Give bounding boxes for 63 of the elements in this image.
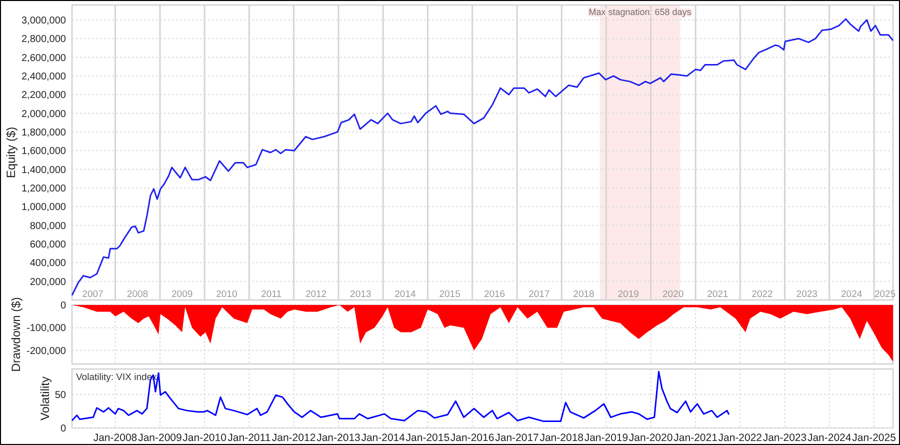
x-tick-label: 2019 bbox=[618, 289, 639, 300]
x-tick-label: Jan-2023 bbox=[762, 432, 807, 444]
y-tick-label: 2,200,000 bbox=[22, 90, 66, 102]
y-tick-label: 400,000 bbox=[30, 258, 66, 270]
y-tick-label: 2,000,000 bbox=[22, 108, 66, 120]
x-tick-label: 2020 bbox=[662, 289, 684, 300]
line-series bbox=[71, 370, 730, 422]
x-tick-label: 2024 bbox=[841, 289, 862, 300]
y-tick-label: -200,000 bbox=[26, 346, 66, 357]
y-tick-label: 600,000 bbox=[30, 239, 66, 250]
y-tick-label: -100,000 bbox=[26, 323, 66, 334]
x-tick-label: Jan-2019 bbox=[584, 432, 628, 444]
x-tick-label: Jan-2018 bbox=[540, 432, 584, 444]
x-tick-label: 2015 bbox=[439, 289, 460, 300]
y-tick-label: 1,600,000 bbox=[22, 146, 66, 158]
y-tick-label: 2,600,000 bbox=[22, 52, 66, 64]
x-tick-label: 2021 bbox=[707, 289, 728, 300]
y-tick-label: 0 bbox=[60, 424, 66, 434]
y-tick-label: 1,200,000 bbox=[22, 183, 66, 194]
x-tick-label: 2013 bbox=[350, 289, 372, 300]
x-tick-label: Jan-2021 bbox=[674, 432, 718, 444]
y-tick-label: 50 bbox=[54, 390, 66, 401]
x-tick-label: Jan-2016 bbox=[450, 432, 494, 444]
y-tick-label: 2,800,000 bbox=[22, 34, 66, 46]
x-tick-label: 2010 bbox=[216, 289, 238, 300]
x-tick-label: Jan-2025 bbox=[852, 432, 896, 444]
x-tick-label: Jan-2017 bbox=[495, 432, 540, 444]
x-tick-label: 2014 bbox=[394, 289, 416, 300]
x-tick-label: Jan-2015 bbox=[406, 432, 450, 444]
band-label: Max stagnation: 658 days bbox=[588, 7, 692, 17]
x-tick-label: 2008 bbox=[126, 289, 148, 300]
x-tick-label: Jan-2014 bbox=[361, 432, 406, 444]
x-tick-label: Jan-2008 bbox=[93, 432, 138, 444]
x-tick-label: 2007 bbox=[82, 289, 104, 300]
x-tick-label: Jan-2011 bbox=[228, 432, 271, 444]
y-tick-label: 1,000,000 bbox=[22, 202, 66, 214]
x-tick-label: Jan-2009 bbox=[138, 432, 182, 444]
x-tick-label: 2018 bbox=[573, 289, 594, 300]
x-tick-label: 2025 bbox=[874, 289, 896, 300]
y-tick-label: 1,400,000 bbox=[22, 164, 66, 176]
x-tick-label: 2022 bbox=[752, 289, 773, 300]
x-tick-label: 2009 bbox=[172, 289, 193, 300]
y-tick-label: 800,000 bbox=[30, 220, 66, 232]
x-tick-label: Jan-2022 bbox=[718, 432, 762, 444]
x-tick-label: Jan-2024 bbox=[807, 432, 852, 444]
y-tick-label: 200,000 bbox=[30, 276, 66, 288]
x-tick-label: 2017 bbox=[528, 289, 550, 300]
x-tick-label: Jan-2012 bbox=[272, 432, 316, 444]
y-tick-label: 0 bbox=[60, 300, 66, 312]
x-tick-label: Jan-2013 bbox=[316, 432, 361, 444]
y-axis-title: Drawdown ($) bbox=[9, 297, 24, 372]
x-tick-label: 2023 bbox=[796, 289, 818, 300]
x-tick-label: 2012 bbox=[305, 289, 327, 300]
y-tick-label: 1,800,000 bbox=[22, 127, 66, 138]
y-axis-title: Volatility bbox=[38, 376, 52, 421]
y-axis-title: Equity ($) bbox=[4, 126, 18, 178]
x-tick-label: Jan-2010 bbox=[182, 432, 227, 444]
y-tick-label: 2,400,000 bbox=[22, 71, 66, 82]
line-series bbox=[71, 18, 894, 296]
x-tick-label: 2011 bbox=[261, 289, 282, 300]
x-tick-label: 2016 bbox=[484, 289, 506, 300]
x-tick-label: Jan-2020 bbox=[628, 432, 673, 444]
y-tick-label: 3,000,000 bbox=[22, 15, 66, 26]
